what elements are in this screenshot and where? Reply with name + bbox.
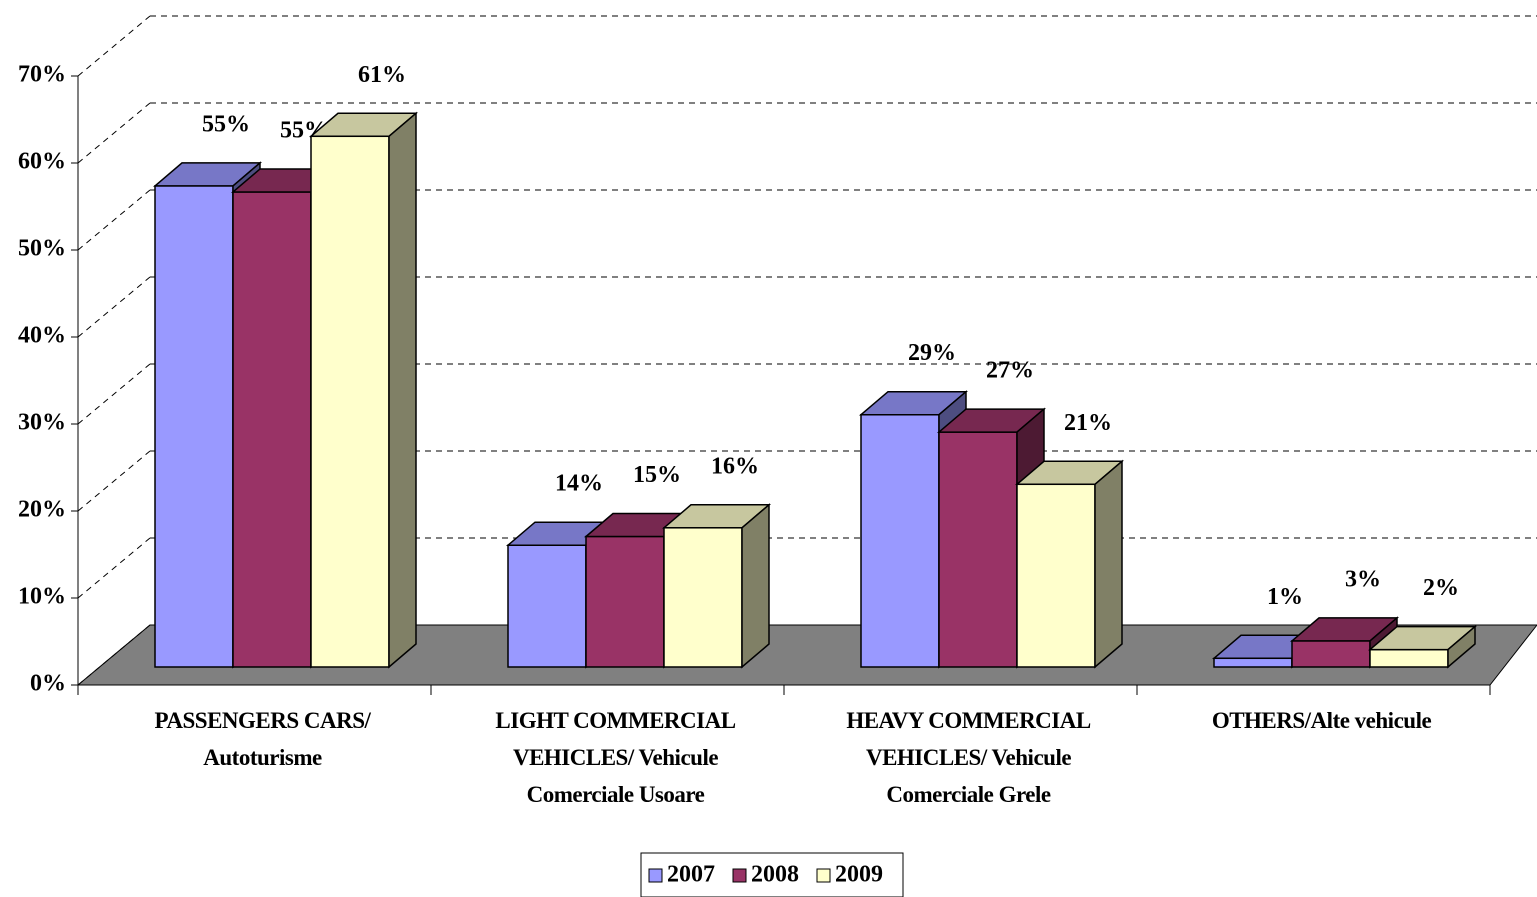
y-tick-label: 60%	[18, 149, 66, 175]
bar-side	[1447, 624, 1476, 669]
data-label: 55%	[202, 111, 250, 137]
bar-side	[1094, 459, 1123, 669]
bar	[860, 413, 940, 668]
bar-group	[1289, 616, 1400, 669]
wall-grid-line	[77, 624, 151, 686]
x-tick-label: LIGHT COMMERCIAL VEHICLES/ Vehicule Come…	[495, 708, 736, 807]
wall-grid-line	[77, 537, 151, 599]
bar-group	[661, 503, 772, 669]
bar-side	[388, 111, 417, 669]
x-tick-label: PASSENGERS CARS/ Autoturisme	[154, 708, 371, 770]
x-tick-label: OTHERS/Alte vehicule	[1211, 708, 1432, 733]
wall-grid-line	[77, 15, 151, 77]
bar	[1291, 640, 1371, 668]
y-tick-label: 20%	[18, 497, 66, 523]
bar	[1213, 657, 1293, 668]
data-label: 16%	[711, 453, 759, 479]
data-label: 15%	[633, 462, 681, 488]
legend: 2007 2008 2009	[640, 852, 904, 897]
bar-group	[1367, 624, 1478, 669]
wall-grid-line	[77, 102, 151, 164]
data-label: 27%	[986, 358, 1034, 384]
bar	[154, 185, 234, 668]
wall-grid-line	[77, 363, 151, 425]
wall-grid-line	[77, 276, 151, 338]
bar-group	[308, 111, 419, 669]
data-label: 1%	[1267, 584, 1303, 610]
y-tick-label: 0%	[30, 671, 66, 697]
bar	[507, 544, 587, 668]
data-label: 61%	[358, 62, 406, 88]
wall-grid-line	[77, 189, 151, 251]
bar-side	[741, 503, 770, 669]
bar	[585, 535, 665, 668]
legend-label: 2008	[751, 862, 799, 888]
y-tick-label: 10%	[18, 584, 66, 610]
y-tick-label: 50%	[18, 236, 66, 262]
data-label: 14%	[555, 471, 603, 497]
bar	[663, 527, 743, 668]
bar	[232, 191, 312, 668]
bar	[1016, 483, 1096, 668]
y-tick-label: 70%	[18, 62, 66, 88]
legend-swatch	[732, 868, 747, 883]
legend-label: 2009	[835, 862, 883, 888]
legend-swatch	[816, 868, 831, 883]
bar-group	[1014, 459, 1125, 669]
y-tick-label: 30%	[18, 410, 66, 436]
bar	[1369, 648, 1449, 668]
data-label: 3%	[1345, 566, 1381, 592]
y-tick-label: 40%	[18, 323, 66, 349]
x-tick-label: HEAVY COMMERCIAL VEHICLES/ Vehicule Come…	[846, 708, 1091, 807]
bar	[938, 431, 1018, 668]
data-label: 2%	[1423, 575, 1459, 601]
legend-box	[640, 852, 904, 897]
legend-swatch	[648, 868, 663, 883]
wall-grid-line	[77, 450, 151, 512]
legend-label: 2007	[667, 862, 715, 888]
data-label: 29%	[908, 340, 956, 366]
bar	[310, 135, 390, 668]
data-label: 21%	[1064, 410, 1112, 436]
